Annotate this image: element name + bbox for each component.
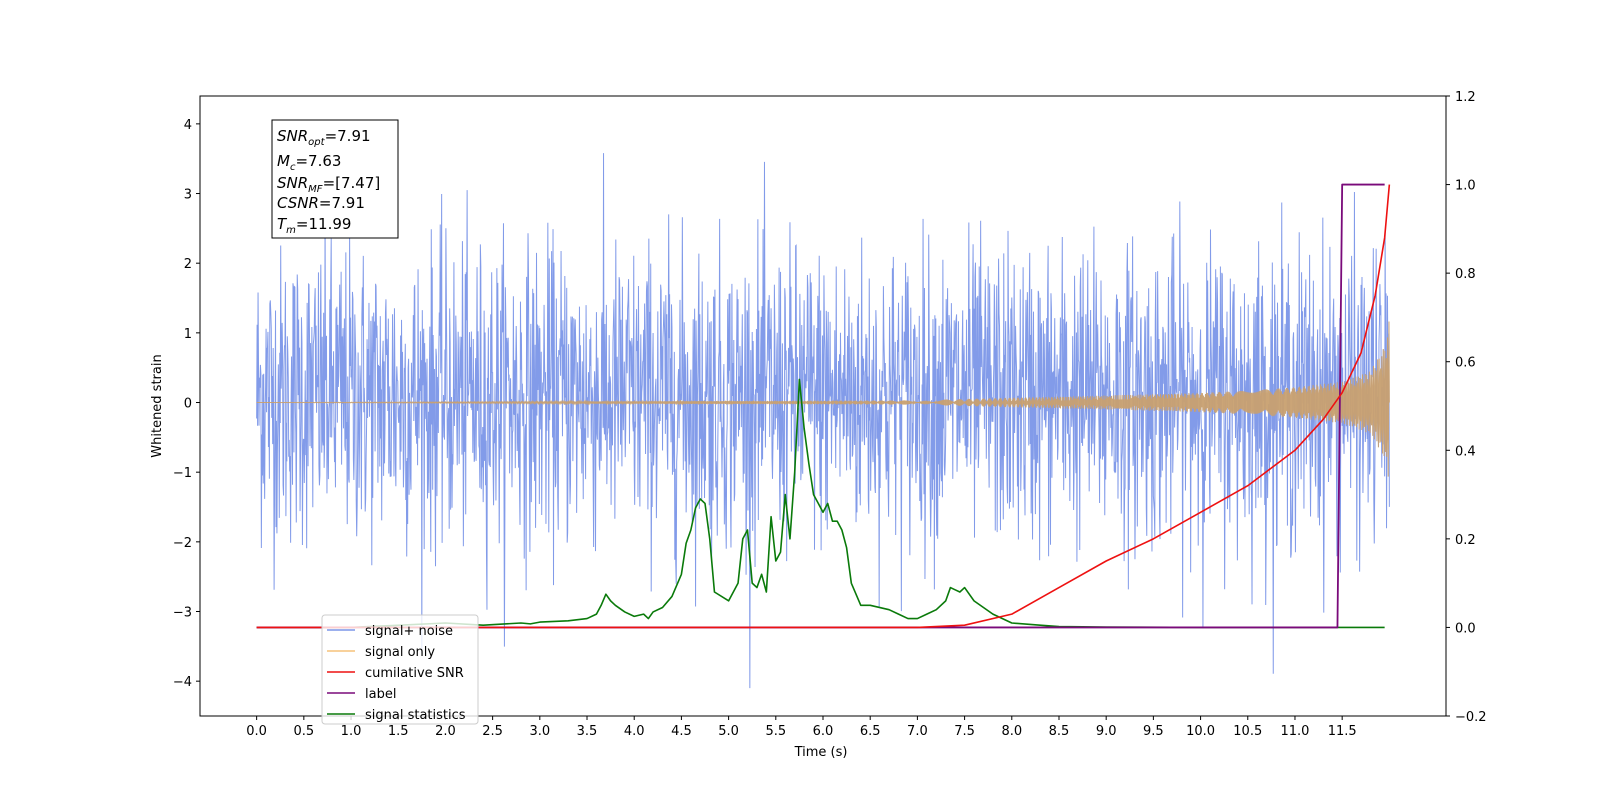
- csnr-text: CSNR=7.91: [277, 194, 365, 212]
- y2-tick-label: −0.2: [1455, 710, 1487, 725]
- legend-label: label: [365, 687, 396, 702]
- series-signal-noise: [256, 153, 1390, 689]
- series-layer: [256, 153, 1391, 689]
- x-tick-label: 5.5: [765, 724, 786, 739]
- x-tick-label: 11.0: [1280, 724, 1309, 739]
- legend: signal+ noise signal only cumilative SNR la…: [321, 614, 479, 725]
- x-tick-label: 6.0: [813, 724, 834, 739]
- y2-tick-label: 0.4: [1455, 444, 1476, 459]
- mc-value: =7.63: [295, 152, 341, 170]
- snr-mf-text: SNRMF=[7.47]: [277, 174, 380, 195]
- y2-tick-label: 0.2: [1455, 533, 1476, 548]
- legend-label: cumilative SNR: [365, 666, 464, 681]
- x-tick-label: 0.5: [293, 724, 314, 739]
- x-tick-label: 10.0: [1186, 724, 1215, 739]
- y2-tick-label: 0.6: [1455, 356, 1476, 371]
- x-tick-label: 8.5: [1049, 724, 1070, 739]
- y-tick-label: −3: [173, 606, 192, 621]
- series-signal-only: [256, 321, 1390, 477]
- x-tick-label: 7.0: [907, 724, 928, 739]
- x-tick-label: 5.0: [718, 724, 739, 739]
- x-tick-label: 8.0: [1001, 724, 1022, 739]
- legend-label: signal statistics: [365, 708, 466, 723]
- snr-opt-text: SNRopt=7.91: [277, 127, 371, 148]
- x-tick-label: 9.5: [1143, 724, 1164, 739]
- y-tick-label: −2: [173, 536, 192, 551]
- series-cumulative-snr: [256, 184, 1391, 629]
- y-tick-label: 2: [184, 257, 192, 272]
- tm-value: =11.99: [296, 215, 352, 233]
- x-tick-label: 0.0: [246, 724, 267, 739]
- tm-text: Tm=11.99: [277, 215, 351, 236]
- y2-tick-label: 0.0: [1455, 621, 1476, 636]
- y-tick-label: −4: [173, 675, 192, 690]
- x-axis-ticks: 0.0 0.5 1.0 1.5 2.0 2.5 3.0 3.5 4.0 4.5 5.0 5.5 6.0 6…: [246, 716, 1357, 739]
- snr-opt-value: =7.91: [325, 127, 371, 145]
- x-tick-label: 2.0: [435, 724, 456, 739]
- y2-tick-label: 1.0: [1455, 179, 1476, 194]
- series-signal-statistics: [256, 378, 1385, 629]
- csnr-value: =7.91: [319, 194, 365, 212]
- x-tick-label: 3.5: [577, 724, 598, 739]
- x-tick-label: 2.5: [482, 724, 503, 739]
- y2-tick-label: 1.2: [1455, 90, 1476, 105]
- y2-tick-label: 0.8: [1455, 267, 1476, 282]
- y-tick-label: 3: [184, 188, 192, 203]
- y-tick-label: −1: [173, 466, 192, 481]
- y2-axis-ticks: 1.2 1.0 0.8 0.6 0.4 0.2 0.0 −0.2: [1446, 90, 1487, 725]
- snr-mf-value: =[7.47]: [323, 174, 381, 192]
- mc-text: Mc=7.63: [277, 152, 341, 173]
- legend-frame: [321, 614, 479, 725]
- x-tick-label: 1.5: [388, 724, 409, 739]
- x-tick-label: 11.5: [1328, 724, 1357, 739]
- info-box-frame: [271, 119, 399, 239]
- y-tick-label: 4: [184, 118, 192, 133]
- x-tick-label: 4.0: [624, 724, 645, 739]
- y-tick-label: 0: [184, 397, 192, 412]
- x-tick-label: 4.5: [671, 724, 692, 739]
- x-tick-label: 10.5: [1233, 724, 1262, 739]
- x-tick-label: 9.0: [1096, 724, 1117, 739]
- y-axis-label: Whitened strain: [150, 354, 165, 457]
- y-tick-label: 1: [184, 327, 192, 342]
- x-tick-label: 7.5: [954, 724, 975, 739]
- y-axis-ticks: 4 3 2 1 0 −1 −2 −3 −4: [173, 118, 200, 690]
- info-box: SNRopt=7.91 Mc=7.63 SNRMF=[7.47] CSNR=7.…: [271, 119, 399, 239]
- x-tick-label: 1.0: [341, 724, 362, 739]
- x-tick-label: 3.0: [529, 724, 550, 739]
- legend-label: signal+ noise: [365, 624, 453, 639]
- x-axis-label: Time (s): [794, 745, 848, 760]
- x-tick-label: 6.5: [860, 724, 881, 739]
- legend-label: signal only: [365, 645, 435, 660]
